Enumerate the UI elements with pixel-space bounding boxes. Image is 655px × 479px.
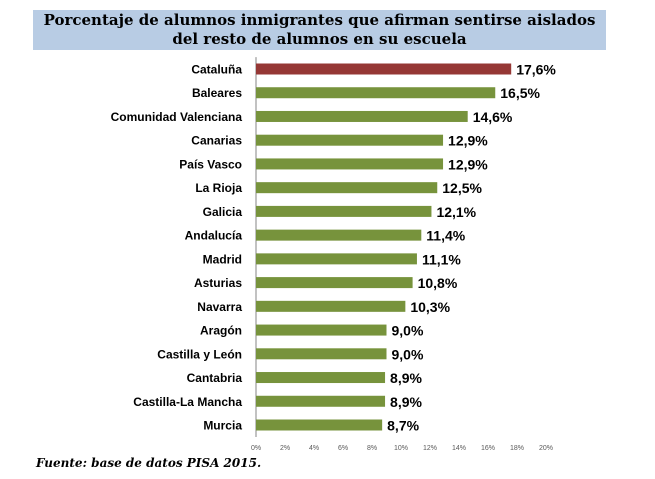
category-label: Asturias [194, 276, 242, 290]
data-label: 16,5% [500, 85, 540, 101]
bar [256, 87, 496, 99]
data-label: 12,5% [442, 180, 482, 196]
x-tick-label: 18% [510, 445, 524, 452]
bar [256, 229, 422, 241]
data-label: 8,7% [387, 418, 419, 434]
data-label: 10,3% [410, 299, 450, 315]
category-label: Madrid [203, 252, 242, 266]
bar [256, 300, 406, 312]
chart-title: Porcentaje de alumnos inmigrantes que af… [33, 10, 606, 50]
category-label: La Rioja [195, 181, 242, 195]
data-label: 12,9% [448, 133, 488, 149]
category-label: Galicia [203, 205, 243, 219]
x-tick-label: 16% [481, 445, 495, 452]
bar [256, 395, 386, 407]
bar [256, 348, 387, 360]
category-label: Castilla-La Mancha [133, 395, 242, 409]
bar [256, 419, 383, 431]
category-label: Murcia [203, 419, 242, 433]
category-label: Cantabria [187, 371, 243, 385]
bar [256, 372, 386, 384]
x-tick-label: 20% [539, 445, 553, 452]
data-label: 8,9% [390, 394, 422, 410]
category-label: Navarra [197, 300, 242, 314]
bar [256, 63, 512, 75]
x-tick-label: 14% [452, 445, 466, 452]
category-label: Aragón [200, 324, 242, 338]
data-label: 9,0% [392, 346, 424, 362]
data-label: 12,9% [448, 156, 488, 172]
category-label: Baleares [192, 86, 242, 100]
data-label: 8,9% [390, 370, 422, 386]
data-label: 17,6% [516, 62, 556, 78]
category-label: Andalucía [185, 229, 243, 243]
category-label: Cataluña [191, 63, 242, 77]
bar [256, 205, 432, 217]
data-label: 12,1% [436, 204, 476, 220]
bar [256, 324, 387, 336]
category-label: Comunidad Valenciana [111, 110, 243, 124]
bar [256, 277, 413, 289]
category-label: País Vasco [179, 157, 242, 171]
data-label: 11,1% [422, 251, 461, 267]
x-tick-label: 12% [423, 445, 437, 452]
x-tick-label: 8% [367, 445, 377, 452]
bar [256, 158, 444, 170]
x-tick-label: 4% [309, 445, 319, 452]
source-note: Fuente: base de datos PISA 2015. [36, 456, 262, 470]
bar [256, 182, 438, 194]
x-tick-label: 6% [338, 445, 348, 452]
chart-title-line1: Porcentaje de alumnos inmigrantes que af… [43, 11, 596, 29]
bar [256, 134, 444, 146]
data-label: 14,6% [473, 109, 513, 125]
bar [256, 253, 417, 265]
x-tick-label: 0% [251, 445, 261, 452]
chart-title-line2: del resto de alumnos en su escuela [172, 30, 467, 48]
data-label: 9,0% [392, 323, 424, 339]
category-label: Castilla y León [157, 347, 242, 361]
data-label: 10,8% [418, 275, 458, 291]
x-tick-label: 10% [394, 445, 408, 452]
bar [256, 110, 468, 122]
data-label: 11,4% [426, 228, 465, 244]
category-label: Canarias [191, 134, 242, 148]
x-tick-label: 2% [280, 445, 290, 452]
